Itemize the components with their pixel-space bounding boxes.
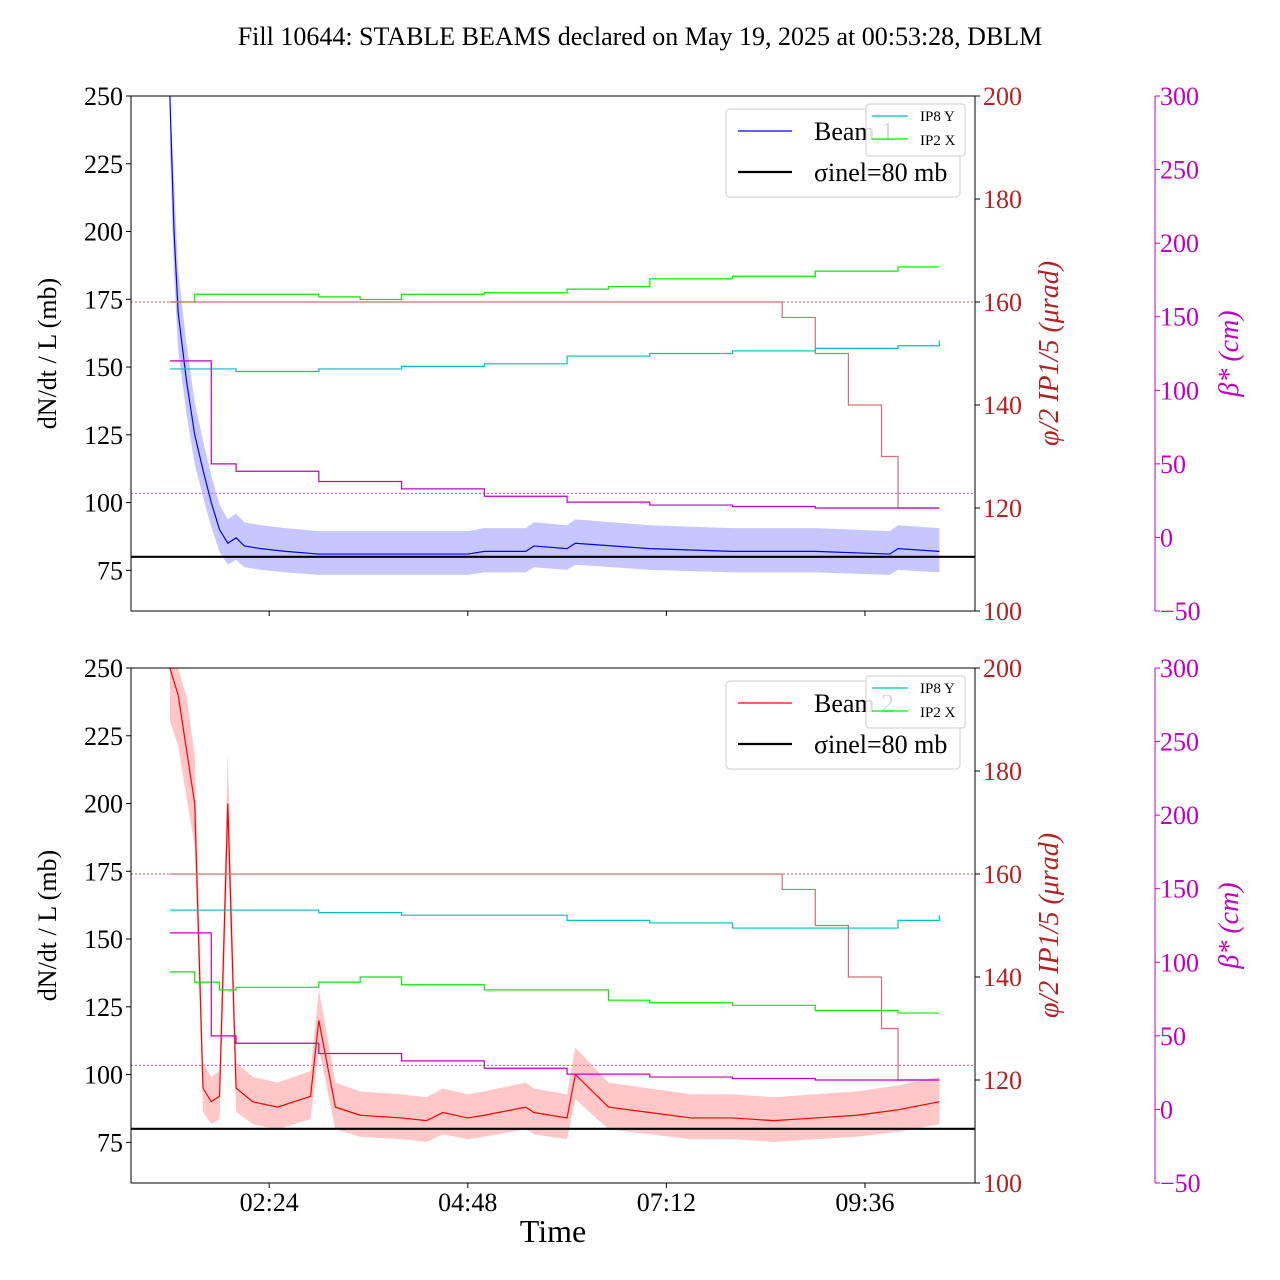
y-right2-tick-label: 150 (1160, 303, 1199, 332)
y-right2-tick-label: 0 (1160, 523, 1173, 552)
y-right1-tick-label: 120 (983, 1066, 1022, 1095)
legend-small-box (865, 103, 966, 157)
series-line-4 (169, 873, 940, 1081)
y-left-tick-label: 175 (84, 857, 123, 886)
y-right2-tick-label: 50 (1160, 450, 1186, 479)
series-line-3 (169, 266, 940, 303)
y-right1-tick-label: 180 (983, 185, 1022, 214)
y-left-tick-label: 125 (84, 993, 123, 1022)
y-left-tick-label: 225 (84, 722, 123, 751)
legend-label-ip8: IP8 Y (920, 681, 955, 697)
y-right1-tick-label: 200 (983, 654, 1022, 683)
y-right2-tick-label: 200 (1160, 229, 1199, 258)
x-tick-label: 04:48 (438, 1188, 497, 1217)
series-line-0 (169, 667, 940, 1122)
y-right1-tick-label: 160 (983, 860, 1022, 889)
series-line-4 (169, 301, 940, 509)
y-right1-tick-label: 140 (983, 391, 1022, 420)
series-band-0 (169, 96, 940, 575)
legend-label-sigma: σinel=80 mb (814, 730, 947, 759)
y-right2-tick-label: −50 (1160, 1169, 1201, 1198)
y-right1-tick-label: 120 (983, 494, 1022, 523)
y-left-tick-label: 150 (84, 925, 123, 954)
y-right1-tick-label: 100 (983, 597, 1022, 626)
y-right2-tick-label: 300 (1160, 654, 1199, 683)
y-right1-axis-label: φ/2 IP1/5 (μrad) (1034, 261, 1065, 446)
y-right2-tick-label: 50 (1160, 1022, 1186, 1051)
y-right1-tick-label: 100 (983, 1169, 1022, 1198)
y-right2-tick-label: 100 (1160, 376, 1199, 405)
y-right2-tick-label: −50 (1160, 597, 1201, 626)
y-left-tick-label: 200 (84, 218, 123, 247)
legend-label-sigma: σinel=80 mb (814, 158, 947, 187)
series-line-2 (169, 340, 941, 373)
series-line-3 (169, 971, 940, 1014)
y-right2-tick-label: 250 (1160, 728, 1199, 757)
y-right1-tick-label: 200 (983, 82, 1022, 111)
y-left-axis-label: dN/dt / L (mb) (33, 850, 62, 1001)
y-left-tick-label: 150 (84, 353, 123, 382)
y-left-tick-label: 250 (84, 82, 123, 111)
y-right2-axis-label: β* (cm) (1214, 882, 1245, 969)
y-right2-tick-label: 250 (1160, 156, 1199, 185)
y-left-tick-label: 225 (84, 150, 123, 179)
figure-title: Fill 10644: STABLE BEAMS declared on May… (238, 22, 1043, 51)
x-tick-label: 02:24 (240, 1188, 299, 1217)
y-right1-axis-label: φ/2 IP1/5 (μrad) (1034, 833, 1065, 1018)
series-line-5 (169, 360, 940, 509)
y-left-tick-label: 125 (84, 421, 123, 450)
y-right1-tick-label: 180 (983, 757, 1022, 786)
y-left-tick-label: 250 (84, 654, 123, 683)
legend-label-ip2: IP2 X (920, 133, 956, 149)
series-band-0 (169, 668, 940, 1142)
x-tick-label: 09:36 (835, 1188, 894, 1217)
panel-top: 75 100 125 150 175 200 225 250 100 120 140 160 180 20… (33, 82, 1245, 626)
y-left-axis-label: dN/dt / L (mb) (33, 278, 62, 429)
x-tick-label: 07:12 (637, 1188, 696, 1217)
series-line-2 (169, 909, 941, 929)
chart-panels: 75 100 125 150 175 200 225 250 100 120 140 160 180 20… (33, 82, 1245, 1217)
y-right2-tick-label: 200 (1160, 801, 1199, 830)
y-right2-tick-label: 300 (1160, 82, 1199, 111)
panel-bottom: 75 100 125 150 175 200 225 250 100 120 140 160 180 20… (33, 654, 1245, 1217)
y-right2-tick-label: 150 (1160, 875, 1199, 904)
y-right2-axis-label: β* (cm) (1214, 310, 1245, 397)
y-right2-tick-label: 0 (1160, 1095, 1173, 1124)
y-left-tick-label: 200 (84, 790, 123, 819)
series-line-5 (169, 932, 940, 1081)
y-right2-tick-label: 100 (1160, 948, 1199, 977)
series-line-0 (169, 95, 940, 555)
legend-small: IP8 Y IP2 X (865, 103, 966, 157)
y-left-tick-label: 75 (97, 1128, 123, 1157)
y-right1-tick-label: 140 (983, 963, 1022, 992)
y-left-tick-label: 75 (97, 556, 123, 585)
legend-small-box (865, 675, 966, 729)
y-left-tick-label: 100 (84, 489, 123, 518)
legend-label-ip2: IP2 X (920, 705, 956, 721)
y-left-tick-label: 175 (84, 285, 123, 314)
x-axis-label: Time (520, 1213, 586, 1249)
legend-small: IP8 Y IP2 X (865, 675, 966, 729)
y-left-tick-label: 100 (84, 1061, 123, 1090)
y-right1-tick-label: 160 (983, 288, 1022, 317)
legend-label-ip8: IP8 Y (920, 109, 955, 125)
